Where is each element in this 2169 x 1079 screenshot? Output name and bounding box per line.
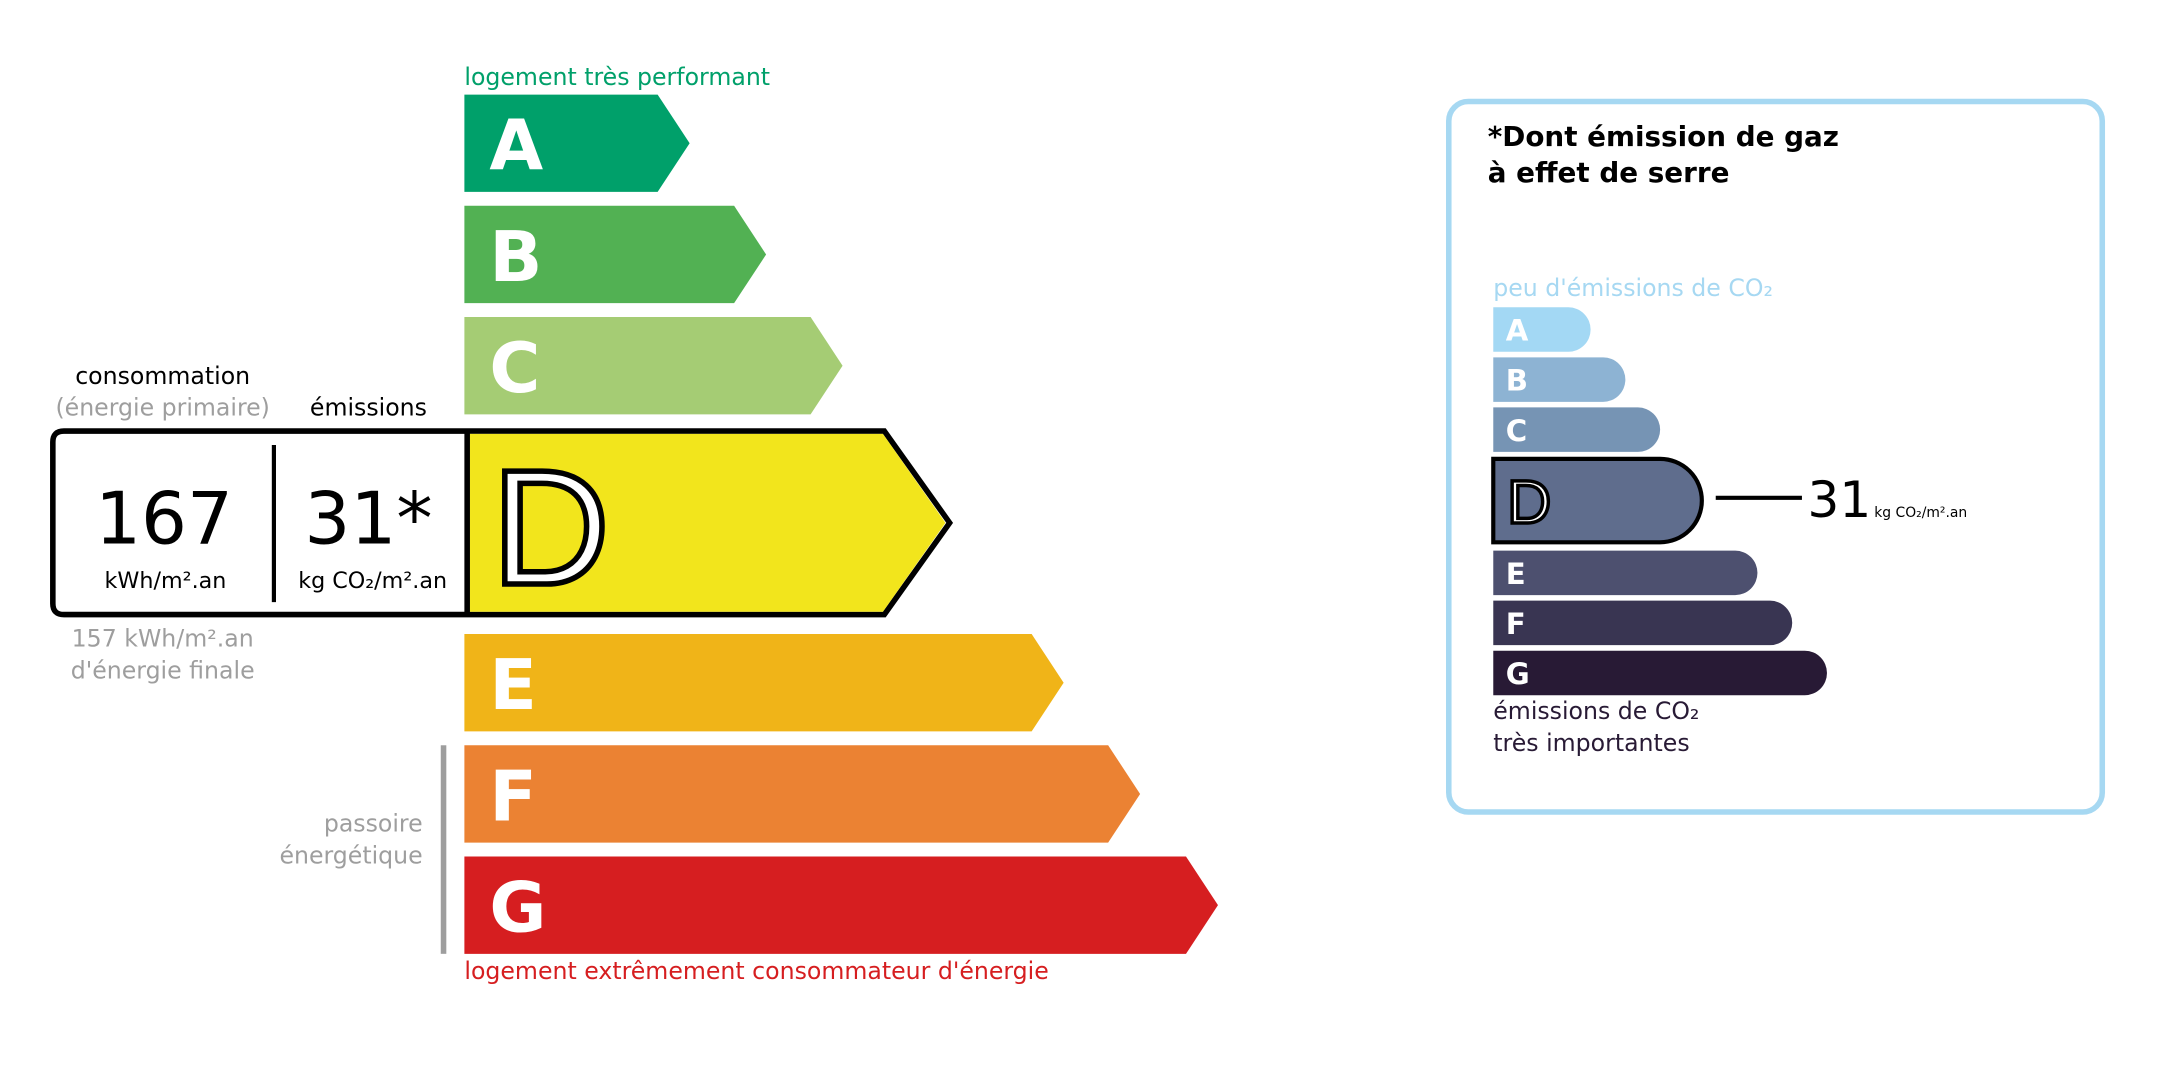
passoire-bar xyxy=(440,745,447,954)
ges-class-letter: F xyxy=(1506,607,1526,641)
energy-class-letter: E xyxy=(489,645,536,726)
energy-class-letter: C xyxy=(489,328,540,409)
ges-current-letter: D xyxy=(1507,468,1551,536)
ges-bottom-label-2: très importantes xyxy=(1493,729,1689,757)
ges-class-letter: C xyxy=(1506,414,1527,448)
current-class-arrow xyxy=(467,433,946,612)
ges-class-c xyxy=(1493,407,1661,452)
ges-class-letter: B xyxy=(1506,364,1528,398)
consumption-header: consommation xyxy=(75,362,250,390)
ges-class-f xyxy=(1493,600,1793,646)
ges-title: *Dont émission de gaz xyxy=(1488,120,1839,153)
ges-class-g xyxy=(1493,650,1827,696)
consumption-unit: kWh/m².an xyxy=(105,568,227,594)
energy-class-e xyxy=(464,634,1064,732)
emissions-value: 31* xyxy=(304,478,432,562)
energy-class-letter: B xyxy=(489,217,542,298)
ges-value: 31 xyxy=(1808,471,1872,529)
final-energy: 157 kWh/m².an xyxy=(72,625,254,653)
energy-class-a xyxy=(464,94,690,192)
ges-class-letter: G xyxy=(1506,657,1530,691)
ges-class-e xyxy=(1493,550,1758,596)
ges-class-letter: E xyxy=(1506,557,1526,591)
top-label: logement très performant xyxy=(464,63,770,91)
energy-class-c xyxy=(464,317,843,415)
consumption-value: 167 xyxy=(95,478,233,562)
ges-bottom-label: émissions de CO₂ xyxy=(1493,697,1699,725)
energy-class-letter: G xyxy=(489,868,546,949)
energy-class-b xyxy=(464,205,767,304)
emissions-unit: kg CO₂/m².an xyxy=(298,568,447,594)
energy-scale: ABC EFG xyxy=(464,94,1218,954)
ges-class-d xyxy=(1491,456,1704,545)
ges-class-a xyxy=(1493,307,1591,352)
bottom-label: logement extrêmement consommateur d'éner… xyxy=(464,957,1048,985)
energy-class-g xyxy=(464,856,1218,954)
current-class-letter: D xyxy=(491,435,609,619)
emissions-header: émissions xyxy=(310,394,427,422)
ges-title-2: à effet de serre xyxy=(1488,156,1730,189)
ges-unit: kg CO₂/m².an xyxy=(1874,505,1967,521)
final-energy-2: d'énergie finale xyxy=(71,657,255,685)
passoire-label-2: énergétique xyxy=(279,841,422,869)
consumption-subheader: (énergie primaire) xyxy=(55,394,269,422)
energy-class-letter: A xyxy=(489,106,543,187)
ges-class-b xyxy=(1493,357,1626,402)
energy-class-letter: F xyxy=(489,756,536,837)
energy-class-f xyxy=(464,745,1141,843)
ges-class-letter: A xyxy=(1506,314,1529,348)
passoire-label: passoire xyxy=(324,809,423,837)
ges-top-label: peu d'émissions de CO₂ xyxy=(1493,274,1773,302)
